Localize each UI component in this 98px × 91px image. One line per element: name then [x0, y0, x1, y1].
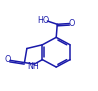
- Text: O: O: [4, 55, 11, 64]
- Text: NH: NH: [27, 62, 39, 71]
- Text: HO: HO: [37, 16, 50, 25]
- Text: O: O: [69, 19, 75, 28]
